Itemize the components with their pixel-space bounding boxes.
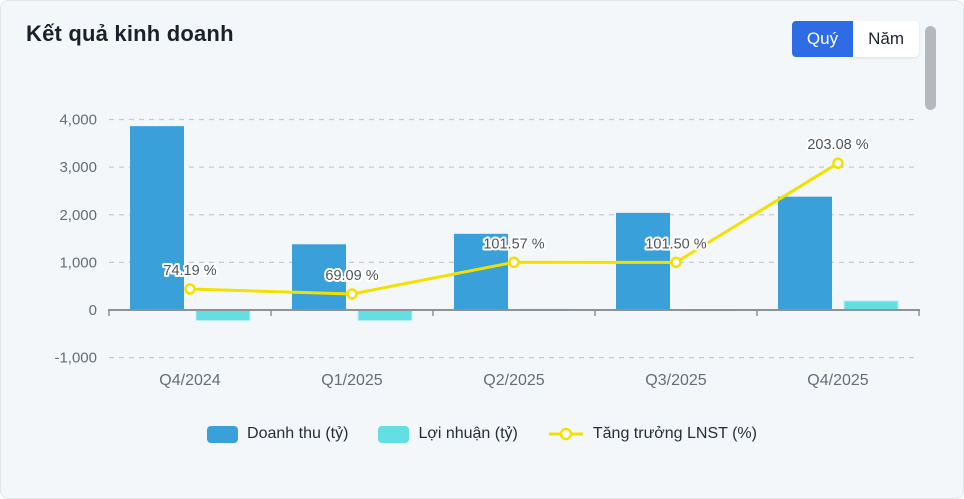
profit-bar[interactable] [843,300,899,311]
growth-marker[interactable] [184,283,196,295]
y-axis-tick-label: 4,000 [59,112,97,129]
growth-data-label: 203.08 % [807,137,868,153]
growth-marker[interactable] [346,288,358,300]
x-axis-category-label: Q4/2024 [159,372,220,389]
profit-bar[interactable] [195,309,251,321]
y-axis-tick-label: 0 [89,302,97,319]
x-axis-category-label: Q4/2025 [807,372,868,389]
year-button[interactable]: Năm [853,21,919,57]
revenue-swatch-icon [207,425,239,443]
y-axis-tick-label: 3,000 [59,159,97,176]
growth-data-label: 101.57 % [483,236,544,252]
chart-legend: Doanh thu (tỷ) Lợi nhuận (tỷ) Tăng trưởn… [1,425,963,443]
legend-growth-label: Tăng trưởng LNST (%) [592,425,757,442]
growth-line-icon [548,427,583,441]
x-axis-category-label: Q2/2025 [483,372,544,389]
legend-revenue-label: Doanh thu (tỷ) [247,425,349,442]
period-toggle: Quý Năm [791,21,919,57]
y-axis-tick-label: 1,000 [59,254,97,271]
revenue-bar[interactable] [778,196,832,310]
scrollbar-thumb[interactable] [925,26,936,110]
revenue-bar[interactable] [130,126,184,310]
quarter-button[interactable]: Quý [791,21,854,57]
x-axis-category-label: Q3/2025 [645,372,706,389]
legend-profit-label: Lợi nhuận (tỷ) [418,425,518,442]
growth-marker[interactable] [832,157,844,169]
growth-data-label: 101.50 % [645,236,706,252]
legend-item-profit[interactable]: Lợi nhuận (tỷ) [378,425,518,443]
x-axis-category-label: Q1/2025 [321,372,382,389]
y-axis-tick-label: 2,000 [59,207,97,224]
legend-item-growth[interactable]: Tăng trưởng LNST (%) [548,425,757,443]
growth-data-label: 74.19 % [163,263,216,279]
y-axis-tick-label: -1,000 [54,350,97,367]
growth-data-label: 69.09 % [325,268,378,284]
legend-item-revenue[interactable]: Doanh thu (tỷ) [207,425,348,443]
growth-marker[interactable] [508,256,520,269]
page-title: Kết quả kinh doanh [26,21,234,46]
growth-line[interactable] [189,161,839,296]
card-header: Kết quả kinh doanh Quý Năm [1,1,963,71]
revenue-bar[interactable] [292,244,346,310]
profit-bar[interactable] [357,309,413,321]
results-chart: 4,000 3,000 2,000 1,000 0 -1,000 Q4/2024 Q1/202… [54,112,920,389]
growth-marker[interactable] [670,256,682,269]
profit-swatch-icon [378,425,410,443]
